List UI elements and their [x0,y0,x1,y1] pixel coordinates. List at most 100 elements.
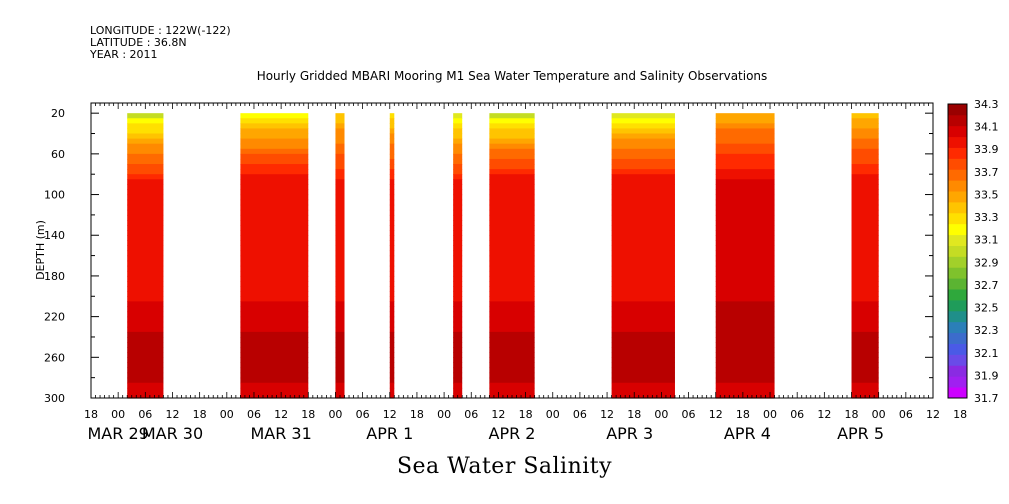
salinity-cell [611,260,675,267]
salinity-cell [240,265,309,272]
x-tick-label: 00 [654,408,668,421]
salinity-cell [851,143,879,150]
salinity-cell [715,128,775,135]
salinity-cell [389,113,395,119]
salinity-cell [335,158,345,165]
salinity-cell [389,286,395,292]
salinity-cell [453,357,463,363]
salinity-cell [715,230,775,236]
colorbar-swatch [948,256,967,268]
salinity-cell [389,326,395,333]
colorbar-swatch [948,147,967,159]
salinity-cell [389,164,395,170]
colorbar-swatch [948,104,967,116]
salinity-cell [611,281,675,287]
salinity-cell [335,153,345,160]
salinity-cell [453,311,463,318]
salinity-cell [335,326,345,333]
salinity-cell [389,194,395,201]
salinity-cell [611,118,675,124]
salinity-cell [715,164,775,170]
salinity-cell [335,352,345,358]
salinity-cell [851,367,879,374]
salinity-cell [389,316,395,323]
colorbar-border [947,103,968,399]
salinity-cell [611,377,675,384]
salinity-cell [851,148,879,155]
salinity-cell [611,138,675,145]
salinity-cell [489,357,535,363]
salinity-cell [851,331,879,338]
salinity-cell [240,118,309,124]
salinity-cell [715,250,775,257]
salinity-cell [715,387,775,394]
salinity-cell [851,347,879,353]
x-tick-label: 06 [790,408,804,421]
x-date-label: MAR 30 [142,424,203,443]
salinity-cell [453,250,463,257]
salinity-cell [453,265,463,272]
salinity-cell [851,118,879,124]
salinity-cell [335,291,345,297]
salinity-cell [851,342,879,348]
salinity-cell [335,336,345,343]
salinity-cell [389,270,395,277]
salinity-cell [453,240,463,247]
salinity-cell [715,270,775,277]
salinity-cell [127,148,164,155]
salinity-cell [489,250,535,257]
salinity-cell [127,153,164,160]
salinity-cell [715,214,775,221]
colorbar-swatch [948,289,967,301]
salinity-cell [335,382,345,389]
salinity-cell [240,235,309,241]
salinity-cell [335,275,345,282]
salinity-cell [715,296,775,302]
salinity-cell [715,392,775,399]
salinity-cell [851,352,879,358]
salinity-cell [489,362,535,369]
colorbar-label: 33.9 [974,143,999,156]
salinity-cell [389,214,395,221]
salinity-cell [715,153,775,160]
salinity-cell [335,296,345,302]
salinity-cell [611,225,675,231]
salinity-cell [389,372,395,379]
salinity-cell [851,260,879,267]
salinity-cell [851,204,879,211]
salinity-cell [240,281,309,287]
salinity-cell [389,133,395,140]
salinity-cell [489,179,535,185]
salinity-cell [127,255,164,262]
colorbar-label: 31.7 [974,392,999,405]
salinity-cell [453,270,463,277]
salinity-cell [127,316,164,323]
salinity-cell [389,392,395,399]
salinity-cell [335,270,345,277]
salinity-cell [453,347,463,353]
x-tick-label: 06 [138,408,152,421]
salinity-cell [127,235,164,241]
x-date-label: APR 5 [837,424,884,443]
salinity-cell [335,240,345,247]
salinity-cell [851,275,879,282]
salinity-cell [389,265,395,272]
salinity-cell [127,164,164,170]
salinity-cell [453,184,463,191]
salinity-cell [127,296,164,302]
salinity-cell [389,377,395,384]
salinity-cell [489,367,535,374]
salinity-cell [127,240,164,247]
observation-block [715,113,775,399]
salinity-cell [335,184,345,191]
salinity-cell [611,321,675,328]
salinity-cell [240,138,309,145]
salinity-cell [389,143,395,150]
salinity-cell [715,113,775,119]
salinity-cell [489,275,535,282]
salinity-cell [389,158,395,165]
salinity-cell [335,235,345,241]
colorbar-swatch [948,180,967,192]
salinity-cell [127,286,164,292]
